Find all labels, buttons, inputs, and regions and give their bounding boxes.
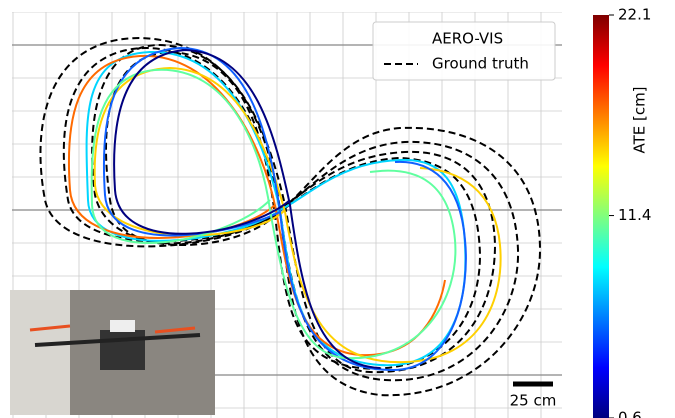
inset-box [110,320,135,332]
colorbar-tick-label: 22.1 [618,6,651,24]
legend-label: AERO-VIS [432,30,503,48]
colorbar-tick-label: 11.4 [618,206,651,224]
legend-label: Ground truth [432,55,529,73]
colorbar-label: ATE [cm] [631,86,649,153]
colorbar [593,15,609,418]
colorbar-tick-label: 0.6 [618,409,642,418]
scale-bar-label: 25 cm [510,392,557,410]
inset-drone [100,330,145,370]
inset-wall [10,290,70,415]
chart: 25 cm AERO-VIS Ground truth ATE [cm] 0.6… [0,0,675,418]
legend: AERO-VIS Ground truth [373,22,555,80]
